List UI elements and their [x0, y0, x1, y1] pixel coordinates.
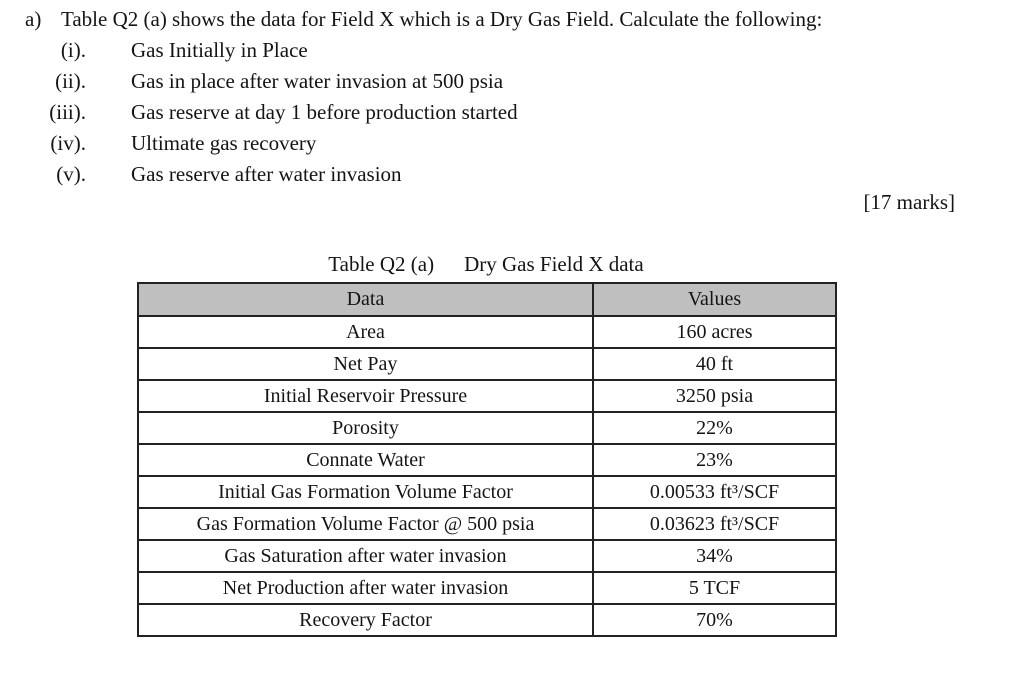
cell-value: 23% [592, 443, 837, 477]
table-row: Initial Reservoir Pressure 3250 psia [137, 379, 837, 413]
cell-data: Net Production after water invasion [137, 571, 594, 605]
cell-data: Recovery Factor [137, 603, 594, 637]
table-row: Recovery Factor 70% [137, 603, 837, 637]
table-caption: Table Q2 (a) Dry Gas Field X data [137, 252, 835, 277]
cell-value: 70% [592, 603, 837, 637]
item-text: Ultimate gas recovery [131, 131, 317, 155]
item-numeral: (i). [60, 38, 86, 62]
table-row: Gas Saturation after water invasion 34% [137, 539, 837, 573]
question-intro-text: Table Q2 (a) shows the data for Field X … [61, 7, 823, 31]
table-row: Initial Gas Formation Volume Factor 0.00… [137, 475, 837, 509]
item-numeral: (iii). [49, 100, 86, 124]
cell-data: Connate Water [137, 443, 594, 477]
cell-value: 0.00533 ft³/SCF [592, 475, 837, 509]
dry-gas-field-data-table: Data Values Area 160 acres Net Pay 40 ft… [137, 282, 837, 637]
marks-label: [17 marks] [863, 190, 955, 214]
cell-data: Initial Reservoir Pressure [137, 379, 594, 413]
table-row: Gas Formation Volume Factor @ 500 psia 0… [137, 507, 837, 541]
column-header-data: Data [137, 282, 594, 317]
cell-data: Area [137, 315, 594, 349]
cell-value: 40 ft [592, 347, 837, 381]
question-item-iii: (iii). Gas reserve at day 1 before produc… [0, 100, 1024, 125]
item-text: Gas Initially in Place [131, 38, 308, 62]
cell-value: 160 acres [592, 315, 837, 349]
cell-data: Porosity [137, 411, 594, 445]
question-label: a) [25, 7, 42, 31]
item-text: Gas in place after water invasion at 500… [131, 69, 504, 93]
table-row: Net Production after water invasion 5 TC… [137, 571, 837, 605]
question-intro: a) Table Q2 (a) shows the data for Field … [25, 7, 822, 32]
item-numeral: (ii). [55, 69, 86, 93]
cell-value: 22% [592, 411, 837, 445]
cell-value: 34% [592, 539, 837, 573]
cell-value: 5 TCF [592, 571, 837, 605]
cell-value: 3250 psia [592, 379, 837, 413]
table-row: Area 160 acres [137, 315, 837, 349]
table-header-row: Data Values [137, 282, 837, 317]
item-numeral: (v). [56, 162, 86, 186]
table-caption-title: Dry Gas Field X data [464, 252, 644, 276]
table-caption-label: Table Q2 (a) [328, 252, 435, 276]
item-numeral: (iv). [50, 131, 86, 155]
item-text: Gas reserve at day 1 before production s… [131, 100, 518, 124]
cell-value: 0.03623 ft³/SCF [592, 507, 837, 541]
question-item-i: (i). Gas Initially in Place [0, 38, 1024, 63]
cell-data: Gas Formation Volume Factor @ 500 psia [137, 507, 594, 541]
question-item-iv: (iv). Ultimate gas recovery [0, 131, 1024, 156]
cell-data: Net Pay [137, 347, 594, 381]
question-item-ii: (ii). Gas in place after water invasion a… [0, 69, 1024, 94]
table-row: Porosity 22% [137, 411, 837, 445]
column-header-values: Values [592, 282, 837, 317]
table-row: Connate Water 23% [137, 443, 837, 477]
item-text: Gas reserve after water invasion [131, 162, 402, 186]
cell-data: Initial Gas Formation Volume Factor [137, 475, 594, 509]
cell-data: Gas Saturation after water invasion [137, 539, 594, 573]
table-row: Net Pay 40 ft [137, 347, 837, 381]
question-item-v: (v). Gas reserve after water invasion [0, 162, 1024, 187]
